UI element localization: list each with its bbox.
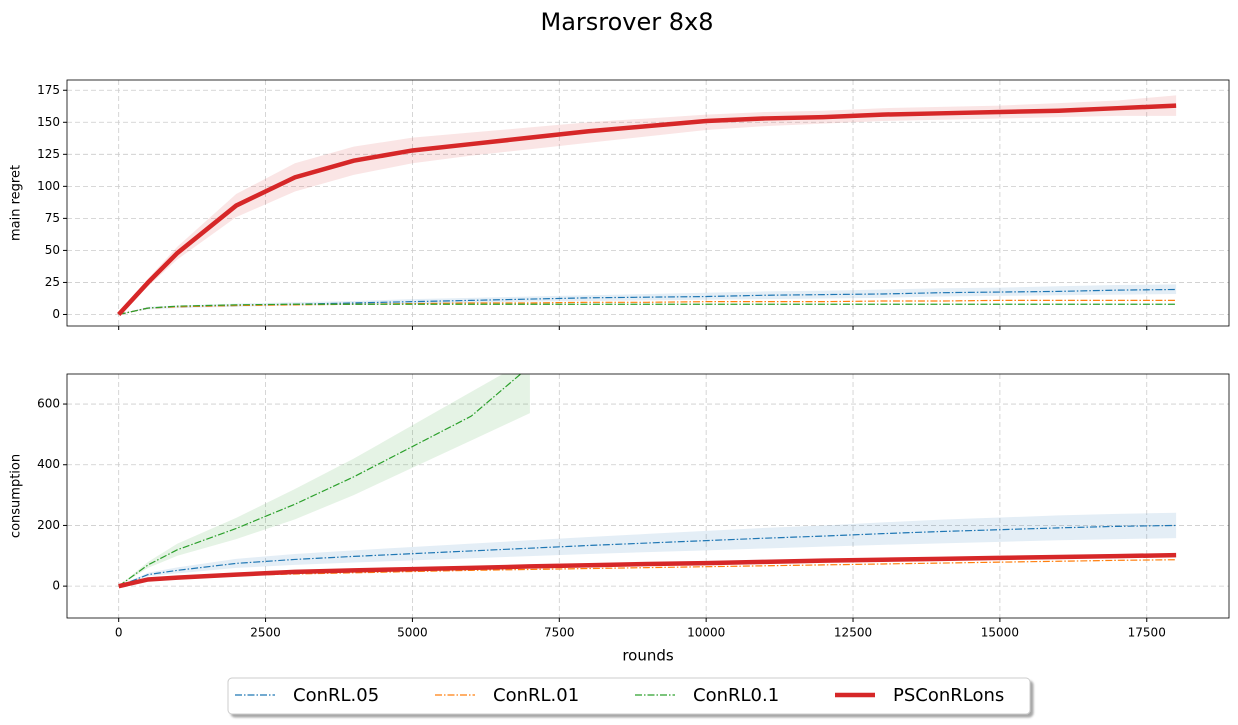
series-line — [117, 103, 1177, 316]
plot-area — [118, 374, 1177, 589]
y-tick-label: 125 — [37, 147, 60, 161]
confidence-band — [118, 512, 1177, 587]
legend-label: PSConRLons — [893, 685, 1004, 706]
series-line — [118, 303, 1177, 316]
series-line — [118, 374, 522, 587]
y-tick-label: 200 — [37, 518, 60, 532]
confidence-band — [118, 374, 530, 587]
axes-frame — [66, 79, 1230, 327]
axes-frame — [66, 373, 1230, 619]
x-tick-label: 5000 — [397, 626, 428, 640]
legend-box — [227, 677, 1031, 715]
y-tick-label: 600 — [37, 397, 60, 411]
legend-label: ConRL0.1 — [693, 685, 779, 706]
x-axis-label: rounds — [622, 647, 674, 665]
series-line — [118, 299, 1177, 316]
series-line — [118, 552, 1177, 589]
y-tick-label: 50 — [45, 243, 60, 257]
legend: ConRL.05 ConRL.01 ConRL0.1 PSConRLons — [227, 677, 1031, 715]
y-tick-label: 175 — [37, 83, 60, 97]
confidence-band — [118, 95, 1177, 315]
y-axis-label: consumption — [9, 454, 24, 538]
x-tick-label: 2500 — [250, 626, 281, 640]
series-line — [118, 524, 1177, 587]
x-tick-label: 12500 — [834, 626, 872, 640]
y-tick-label: 0 — [52, 579, 60, 593]
y-tick-label: 75 — [45, 211, 60, 225]
confidence-band — [118, 284, 1177, 315]
x-tick-label: 10000 — [687, 626, 725, 640]
y-axis-label: main regret — [9, 165, 24, 241]
figure-title: Marsrover 8x8 — [540, 8, 713, 36]
x-tick-label: 0 — [115, 626, 123, 640]
legend-label: ConRL.05 — [293, 685, 379, 706]
x-tick-label: 17500 — [1128, 626, 1166, 640]
x-tick-label: 7500 — [544, 626, 575, 640]
y-tick-label: 25 — [45, 275, 60, 289]
legend-label: ConRL.01 — [493, 685, 579, 706]
x-tick-label: 15000 — [981, 626, 1019, 640]
y-tick-label: 400 — [37, 457, 60, 471]
y-tick-label: 0 — [52, 307, 60, 321]
y-tick-label: 150 — [37, 115, 60, 129]
plot-area — [117, 95, 1177, 316]
y-tick-label: 100 — [37, 179, 60, 193]
